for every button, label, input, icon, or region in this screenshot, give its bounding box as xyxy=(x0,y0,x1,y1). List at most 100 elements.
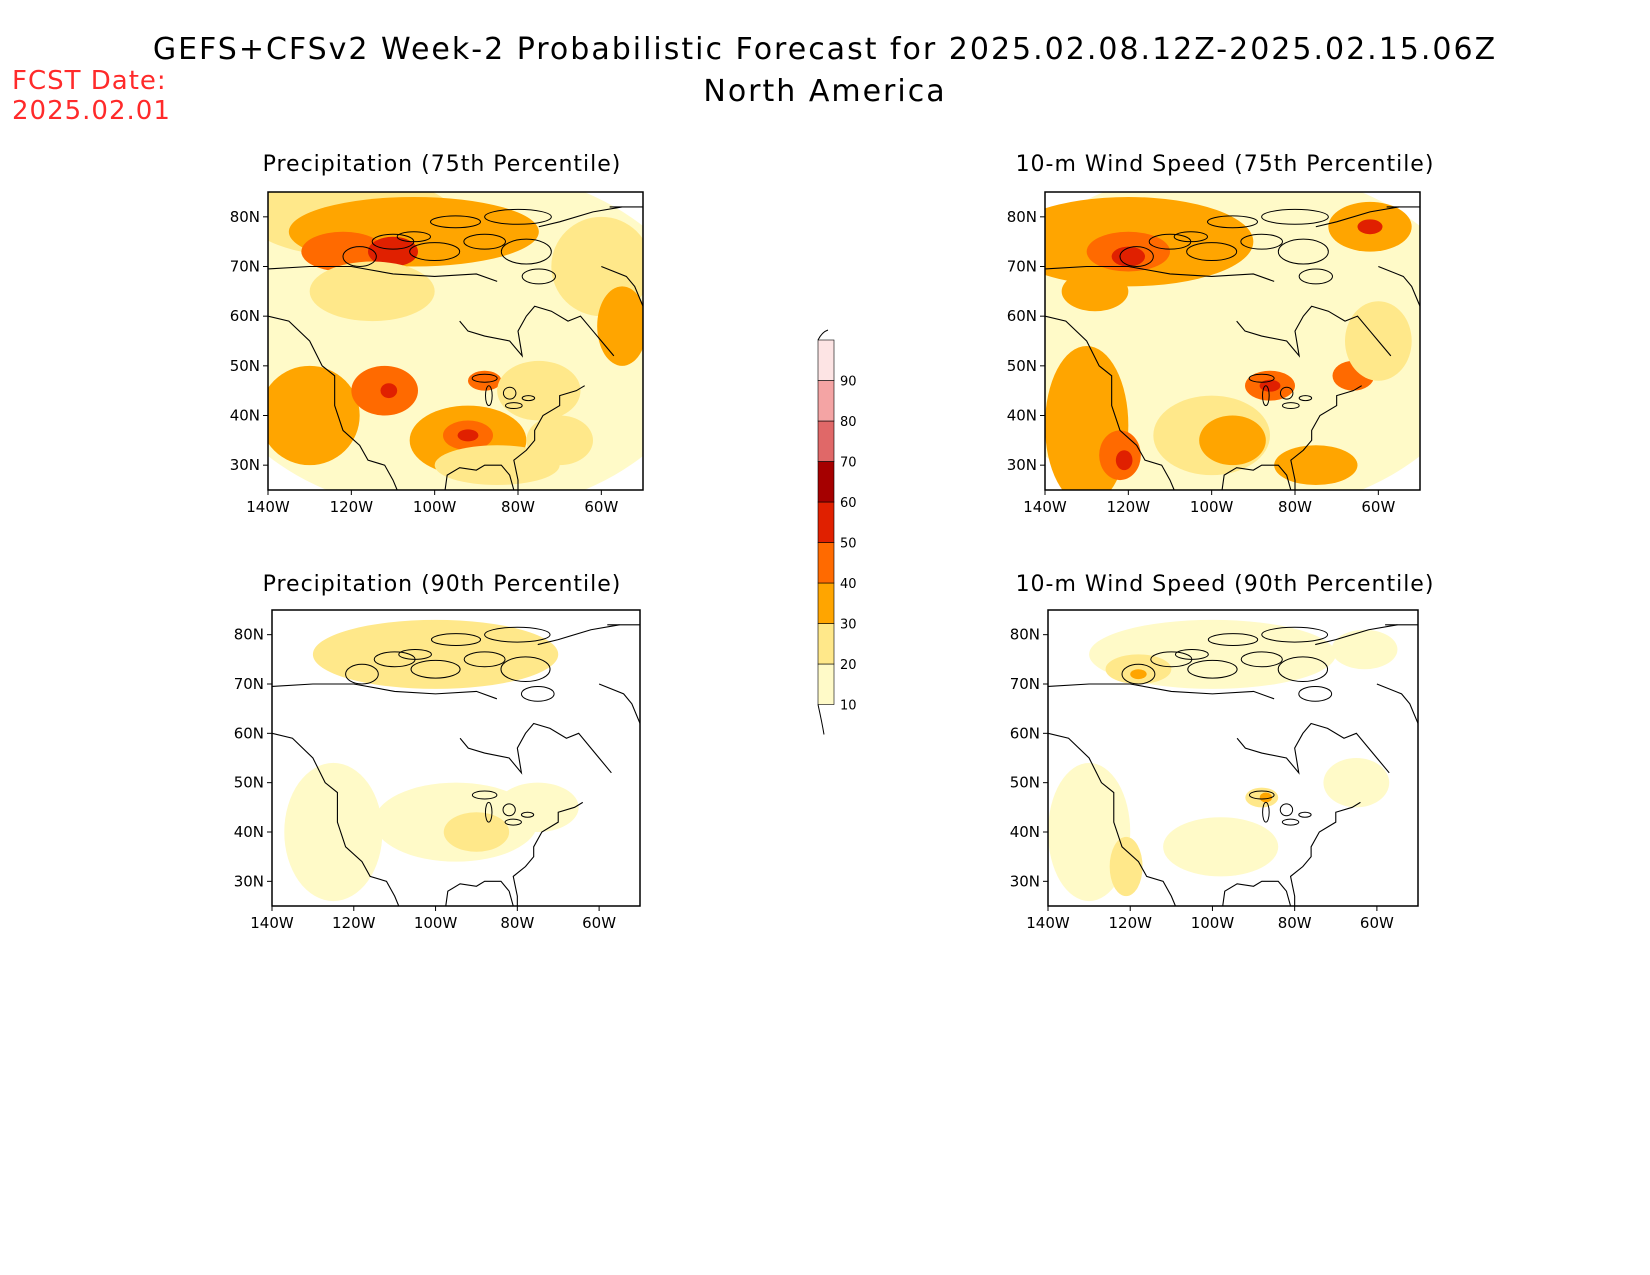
shaded-region xyxy=(443,812,510,852)
landmass-outline xyxy=(471,373,498,383)
lon-tick-label: 120W xyxy=(1108,914,1152,932)
shaded-region xyxy=(497,360,581,421)
lon-tick-label: 60W xyxy=(1360,914,1394,932)
landmass-outline xyxy=(345,663,379,685)
forecast-date-label: FCST Date: xyxy=(12,66,167,96)
shaded-region xyxy=(1199,415,1266,466)
landmass-outline xyxy=(1282,402,1300,410)
lon-tick-label: 140W xyxy=(1026,914,1070,932)
lon-tick-label: 100W xyxy=(1191,914,1235,932)
landmass-outline xyxy=(1298,268,1334,285)
landmass-outline xyxy=(484,801,493,823)
landmass-outline xyxy=(1248,373,1275,383)
shaded-region xyxy=(1061,271,1129,312)
landmass-outline xyxy=(504,818,522,826)
coastline xyxy=(272,732,400,906)
landmass-outline xyxy=(1248,790,1275,800)
landmass-outline xyxy=(1277,238,1329,265)
colorbar-swatch xyxy=(817,461,835,503)
lat-tick-label: 40N xyxy=(230,407,260,425)
landmass-outline xyxy=(1261,208,1329,225)
lat-tick-label: 40N xyxy=(234,823,264,841)
landmass-outline xyxy=(1277,656,1329,683)
landmass-outline xyxy=(1298,395,1313,402)
colorbar-swatch xyxy=(817,582,835,624)
lat-tick-label: 70N xyxy=(1007,258,1037,276)
lat-tick-label: 80N xyxy=(234,626,264,644)
map-panel-precip75: 140W 120W 100W 80W 60W 80N 70N 60N 50N 40N 30N xyxy=(230,191,644,516)
landmass-outline xyxy=(1281,818,1300,826)
landmass-outline xyxy=(502,386,517,400)
landmass-outline xyxy=(463,233,506,250)
lon-tick-label: 120W xyxy=(1107,498,1151,516)
landmass-outline xyxy=(1279,803,1294,817)
coastline xyxy=(1315,206,1400,228)
landmass-outline xyxy=(484,208,552,225)
lat-tick-label: 40N xyxy=(1007,407,1037,425)
shaded-region xyxy=(597,286,643,366)
landmass-outline xyxy=(1262,801,1270,823)
colorbar-swatch xyxy=(817,663,835,705)
map-panel-wind75: 140W 120W 100W 80W 60W 80N 70N 60N 50N 40N 30N xyxy=(1007,191,1421,516)
lon-tick-label: 60W xyxy=(582,914,616,932)
coastline xyxy=(1048,732,1176,906)
landmass-outline xyxy=(521,395,536,402)
lon-tick-label: 100W xyxy=(413,498,457,516)
lon-tick-label: 60W xyxy=(1361,498,1395,516)
shaded-region xyxy=(301,231,385,272)
map-panel-precip90: 140W 120W 100W 80W 60W 80N 70N 60N 50N 40N 30N xyxy=(234,609,641,932)
shaded-region xyxy=(1259,792,1273,803)
lat-tick-label: 30N xyxy=(1010,872,1040,890)
landmass-outline xyxy=(1298,685,1333,702)
shaded-region xyxy=(1111,246,1146,267)
lat-tick-label: 70N xyxy=(234,675,264,693)
lat-tick-label: 80N xyxy=(1007,208,1037,226)
lon-tick-label: 80W xyxy=(1278,498,1312,516)
lat-tick-label: 50N xyxy=(1007,357,1037,375)
shaded-region xyxy=(309,261,435,322)
shaded-region xyxy=(1323,758,1390,808)
lon-tick-label: 80W xyxy=(501,498,535,516)
landmass-outline xyxy=(502,803,516,817)
map-title-line1: GEFS+CFSv2 Week-2 Probabilistic Forecast… xyxy=(152,32,1498,67)
coastline xyxy=(1236,305,1392,358)
colorbar-label: 30 xyxy=(840,618,857,633)
lat-tick-label: 80N xyxy=(1010,626,1040,644)
panel-title-precip90: Precipitation (90th Percentile) xyxy=(262,572,622,597)
lat-tick-label: 70N xyxy=(230,258,260,276)
panel-title-wind75: 10-m Wind Speed (75th Percentile) xyxy=(1015,152,1435,177)
landmass-outline xyxy=(1174,648,1209,660)
shaded-region xyxy=(368,236,418,267)
landmass-outline xyxy=(409,242,461,262)
lon-tick-label: 60W xyxy=(584,498,618,516)
coastline xyxy=(444,464,515,490)
shaded-region xyxy=(1331,629,1398,670)
forecast-date-block: FCST Date: 2025.02.01 xyxy=(12,66,171,126)
coastline xyxy=(445,880,514,906)
colorbar-swatch xyxy=(817,380,835,422)
lat-tick-label: 40N xyxy=(1010,823,1040,841)
coastline xyxy=(601,265,643,307)
lat-tick-label: 50N xyxy=(234,774,264,792)
lat-tick-label: 60N xyxy=(1010,724,1040,742)
landmass-outline xyxy=(1240,651,1283,668)
coastline xyxy=(268,265,498,282)
landmass-outline xyxy=(521,268,556,285)
colorbar: 10 20 30 40 50 60 70 80 90 xyxy=(817,329,857,735)
coastline xyxy=(537,624,620,646)
landmass-outline xyxy=(1207,215,1258,229)
landmass-outline xyxy=(500,238,552,265)
landmass-outline xyxy=(398,648,432,660)
landmass-outline xyxy=(396,231,432,243)
lat-tick-label: 60N xyxy=(1007,307,1037,325)
shaded-region xyxy=(1259,379,1281,392)
lat-tick-label: 60N xyxy=(230,307,260,325)
shaded-region xyxy=(1109,836,1143,897)
map-frame xyxy=(1047,609,1419,907)
landmass-outline xyxy=(463,651,506,668)
map-frame xyxy=(271,609,641,907)
shaded-region xyxy=(1130,669,1147,680)
coastline xyxy=(1290,385,1362,490)
colorbar-swatch xyxy=(817,623,835,665)
